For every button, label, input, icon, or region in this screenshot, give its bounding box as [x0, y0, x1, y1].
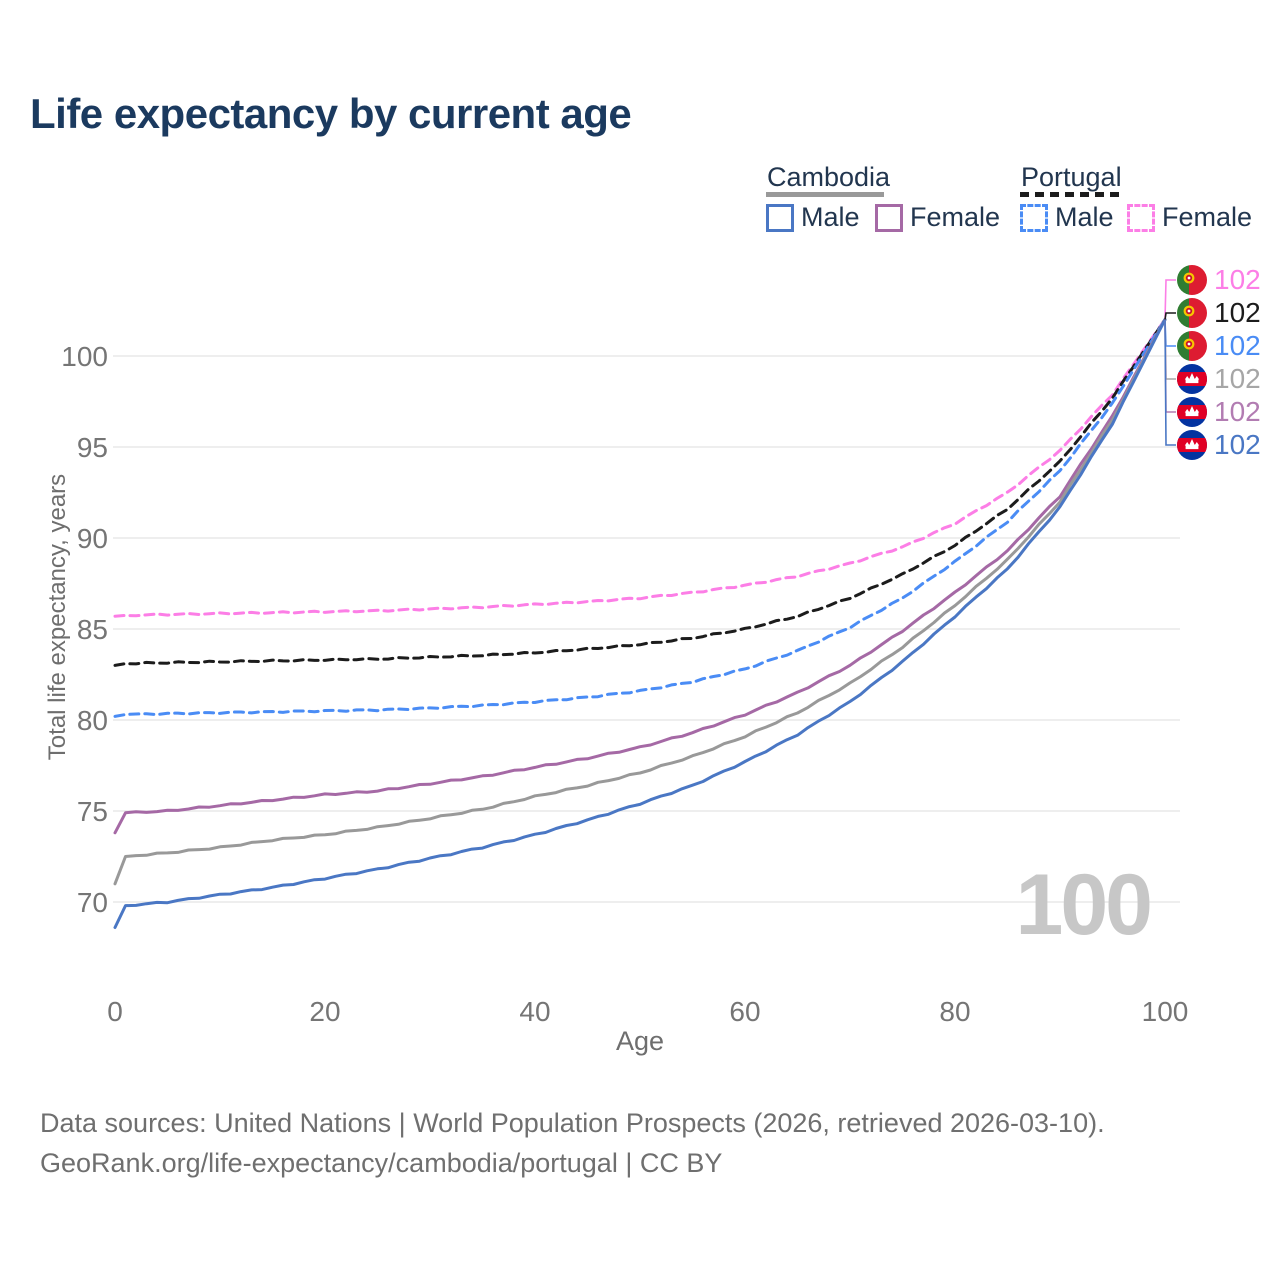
legend-item-label: Female — [910, 202, 1001, 232]
cambodia-flag-icon — [1177, 364, 1207, 394]
end-label-cambodia-female: 102 — [1177, 397, 1261, 427]
portugal-flag-icon — [1177, 265, 1207, 295]
x-tick-label-100: 100 — [1141, 996, 1189, 1027]
legend-item-label: Female — [1162, 202, 1253, 232]
y-tick-label-90: 90 — [76, 523, 108, 554]
end-label-cambodia-male: 102 — [1177, 430, 1261, 460]
page-title: Life expectancy by current age — [30, 90, 632, 137]
cambodia-flag-icon — [1177, 397, 1207, 427]
series-line-portugal-male[interactable] — [113, 318, 1167, 718]
attribution-text: GeoRank.org/life-expectancy/cambodia/por… — [40, 1148, 723, 1178]
end-value: 102 — [1214, 429, 1261, 460]
end-value: 102 — [1214, 330, 1261, 361]
end-value: 102 — [1214, 264, 1261, 295]
portugal-flag-icon — [1177, 331, 1207, 361]
data-sources-text: Data sources: United Nations | World Pop… — [40, 1108, 1105, 1138]
end-label-portugal-male: 102 — [1177, 331, 1261, 361]
y-tick-label-85: 85 — [76, 614, 108, 645]
portugal-dashed-line-swatch — [1020, 192, 1120, 197]
leader-line-cambodia-male — [1164, 319, 1176, 446]
legend-group-cambodia[interactable]: Cambodia — [767, 162, 891, 192]
x-axis-title: Age — [615, 1026, 665, 1056]
end-label-portugal-both: 102 — [1177, 298, 1261, 328]
y-tick-label-75: 75 — [76, 796, 108, 827]
cambodia-solid-line-swatch — [766, 192, 884, 197]
leader-line-portugal-female — [1164, 279, 1176, 320]
series-line-portugal-female[interactable] — [113, 318, 1167, 618]
series-line-cambodia-both-sexes[interactable] — [113, 318, 1167, 886]
end-label-cambodia-both: 102 — [1177, 364, 1261, 394]
y-tick-label-95: 95 — [76, 432, 108, 463]
y-tick-label-70: 70 — [76, 887, 108, 918]
x-tick-label-40: 40 — [519, 996, 551, 1027]
series-line-cambodia-male[interactable] — [113, 318, 1167, 929]
portugal-female-swatch-icon — [1127, 203, 1155, 232]
end-value: 102 — [1214, 396, 1261, 427]
legend-group-portugal[interactable]: Portugal — [1021, 162, 1122, 192]
cambodia-male-swatch-icon — [766, 203, 794, 232]
x-tick-label-80: 80 — [939, 996, 971, 1027]
x-tick-label-60: 60 — [729, 996, 761, 1027]
portugal-male-swatch-icon — [1020, 203, 1048, 232]
x-tick-label-0: 0 — [107, 996, 123, 1027]
legend-item-portugal-female[interactable]: Female — [1127, 202, 1252, 233]
y-tick-label-80: 80 — [76, 705, 108, 736]
cambodia-flag-icon — [1177, 430, 1207, 460]
legend-item-cambodia-male[interactable]: Male — [766, 202, 860, 233]
legend-item-label: Male — [1055, 202, 1114, 232]
y-axis-title: Total life expectancy, years — [44, 473, 71, 761]
legend-item-label: Male — [801, 202, 860, 232]
end-value: 102 — [1214, 297, 1261, 328]
age-watermark: 100 — [1015, 857, 1154, 953]
legend-item-portugal-male[interactable]: Male — [1020, 202, 1114, 233]
leader-line-portugal-both — [1164, 312, 1176, 320]
legend-item-cambodia-female[interactable]: Female — [875, 202, 1000, 233]
y-tick-label-100: 100 — [61, 341, 108, 372]
end-label-portugal-female: 102 — [1177, 265, 1261, 295]
leader-line-portugal-male — [1164, 319, 1176, 347]
leader-line-cambodia-female — [1164, 319, 1176, 413]
series-line-cambodia-female[interactable] — [113, 318, 1167, 835]
x-tick-label-20: 20 — [309, 996, 341, 1027]
cambodia-female-swatch-icon — [875, 203, 903, 232]
portugal-flag-icon — [1177, 298, 1207, 328]
end-value: 102 — [1214, 363, 1261, 394]
leader-line-cambodia-both — [1164, 319, 1176, 380]
series-line-portugal-both-sexes[interactable] — [113, 318, 1167, 667]
